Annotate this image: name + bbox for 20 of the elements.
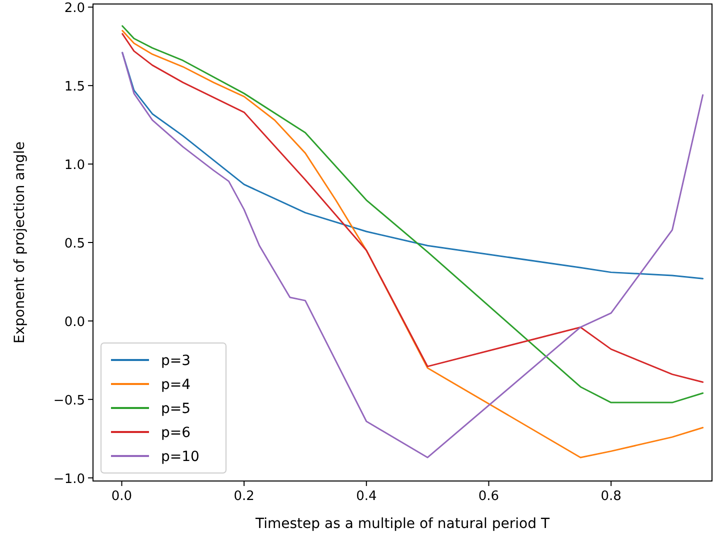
- y-tick-label: −1.0: [53, 472, 85, 487]
- legend-label: p=5: [161, 401, 191, 417]
- legend-label: p=6: [161, 425, 191, 441]
- y-tick-label: 2.0: [64, 1, 85, 16]
- x-tick-label: 0.4: [356, 489, 377, 504]
- y-axis-title: Exponent of projection angle: [12, 141, 28, 344]
- x-tick-label: 0.8: [600, 489, 622, 504]
- x-tick-label: 0.6: [478, 489, 500, 504]
- y-tick-label: −0.5: [53, 393, 85, 408]
- x-tick-label: 0.2: [234, 489, 254, 504]
- legend-label: p=4: [161, 377, 191, 393]
- y-tick-label: 0.5: [64, 236, 85, 252]
- y-tick-label: 0.0: [64, 314, 85, 330]
- line-series: [122, 52, 704, 280]
- y-tick-label: 1.0: [64, 158, 85, 174]
- y-tick-label: 1.5: [64, 80, 85, 95]
- legend-label: p=3: [161, 353, 191, 369]
- x-axis-title: Timestep as a multiple of natural period T: [254, 516, 550, 532]
- legend-label: p=10: [161, 449, 200, 465]
- x-tick-label: 0.0: [111, 489, 132, 504]
